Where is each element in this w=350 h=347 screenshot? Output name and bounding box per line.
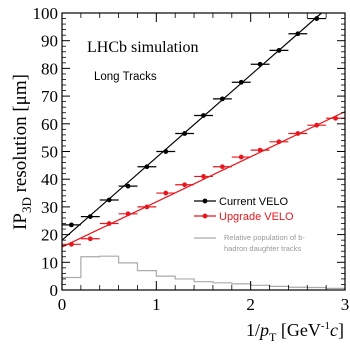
upgrade-velo-point	[314, 122, 320, 128]
legend-current-velo-marker	[202, 198, 208, 204]
upgrade-velo-point	[295, 131, 301, 136]
y-tick-label: 20	[41, 226, 58, 245]
upgrade-velo-point	[219, 164, 225, 170]
upgrade-velo-point	[257, 147, 263, 153]
current-velo-point	[257, 61, 263, 67]
axis-layer: 0 10 20 30 40 50 60 70 80 90 100 0 1 2 3	[33, 4, 350, 314]
y-tick-label: 40	[41, 170, 58, 189]
current-velo-point	[201, 113, 206, 118]
x-axis-label-var-sub: T	[269, 330, 277, 344]
current-velo-point	[163, 149, 169, 154]
upgrade-velo-point	[144, 204, 150, 210]
upgrade-velo-point	[125, 211, 131, 217]
x-tick-label: 2	[246, 295, 255, 314]
upgrade-velo-point	[106, 221, 112, 226]
upgrade-velo-point	[69, 241, 74, 247]
y-tick-label: 100	[33, 4, 59, 23]
current-velo-point	[238, 79, 244, 85]
current-velo-point	[69, 222, 74, 228]
upgrade-velo-point	[182, 182, 188, 188]
upgrade-velo-point	[333, 115, 338, 121]
y-tick-label: 80	[41, 59, 58, 78]
upgrade-velo-point	[238, 154, 244, 160]
x-axis-label-open: [GeV	[276, 320, 320, 340]
x-axis-label-sup: -1	[321, 320, 330, 332]
x-axis-label: 1/pT [GeV-1c]	[246, 320, 344, 344]
y-tick-label: 50	[41, 143, 58, 162]
histogram-layer	[61, 255, 346, 290]
upgrade-velo-point	[163, 190, 169, 196]
y-tick-label: 60	[41, 115, 58, 134]
y-axis-label-main: IP	[10, 213, 31, 230]
x-tick-label: 0	[58, 295, 67, 314]
x-axis-label-close: ]	[338, 320, 344, 340]
current-velo-point	[276, 47, 282, 53]
legend-histogram-label: Relative population of b-	[224, 233, 305, 242]
legend-histogram-label: hadron daughter tracks	[224, 244, 301, 253]
upgrade-velo-point	[87, 236, 93, 242]
current-velo-point	[106, 197, 112, 203]
y-axis-label-rest: resolution [μm]	[10, 74, 31, 197]
x-tick-label: 1	[152, 295, 161, 314]
legend-upgrade-velo-label: Upgrade VELO	[219, 211, 294, 223]
current-velo-point	[144, 164, 150, 170]
histogram-outline	[61, 255, 346, 290]
y-axis-label-sub: 3D	[19, 197, 34, 213]
upgrade-velo-point	[276, 139, 282, 145]
current-velo-point	[219, 96, 225, 102]
current-velo-point	[87, 214, 93, 219]
y-tick-label: 10	[41, 253, 58, 272]
points-layer	[62, 16, 345, 247]
x-axis-label-var: p	[258, 320, 269, 340]
current-velo-point	[182, 131, 188, 136]
current-velo-point	[125, 183, 131, 189]
plot-background	[62, 13, 345, 290]
x-axis-label-main: 1/	[246, 320, 260, 340]
y-tick-label: 30	[41, 198, 58, 217]
upgrade-velo-point	[201, 174, 206, 179]
y-axis-label: IP3D resolution [μm]	[10, 74, 34, 230]
x-axis-label-unit-var: c	[330, 320, 338, 340]
chart-subtitle: Long Tracks	[94, 71, 157, 83]
y-tick-label: 90	[41, 32, 58, 51]
current-velo-point	[314, 16, 320, 21]
y-tick-label: 0	[50, 281, 59, 300]
legend-upgrade-velo-marker	[202, 213, 208, 219]
x-tick-label: 3	[341, 295, 350, 314]
legend: Current VELO Upgrade VELO Relative populat…	[194, 196, 305, 253]
legend-current-velo-label: Current VELO	[219, 196, 289, 208]
chart-title: LHCb simulation	[87, 39, 199, 56]
current-velo-point	[295, 31, 301, 37]
y-tick-label: 70	[41, 87, 58, 106]
